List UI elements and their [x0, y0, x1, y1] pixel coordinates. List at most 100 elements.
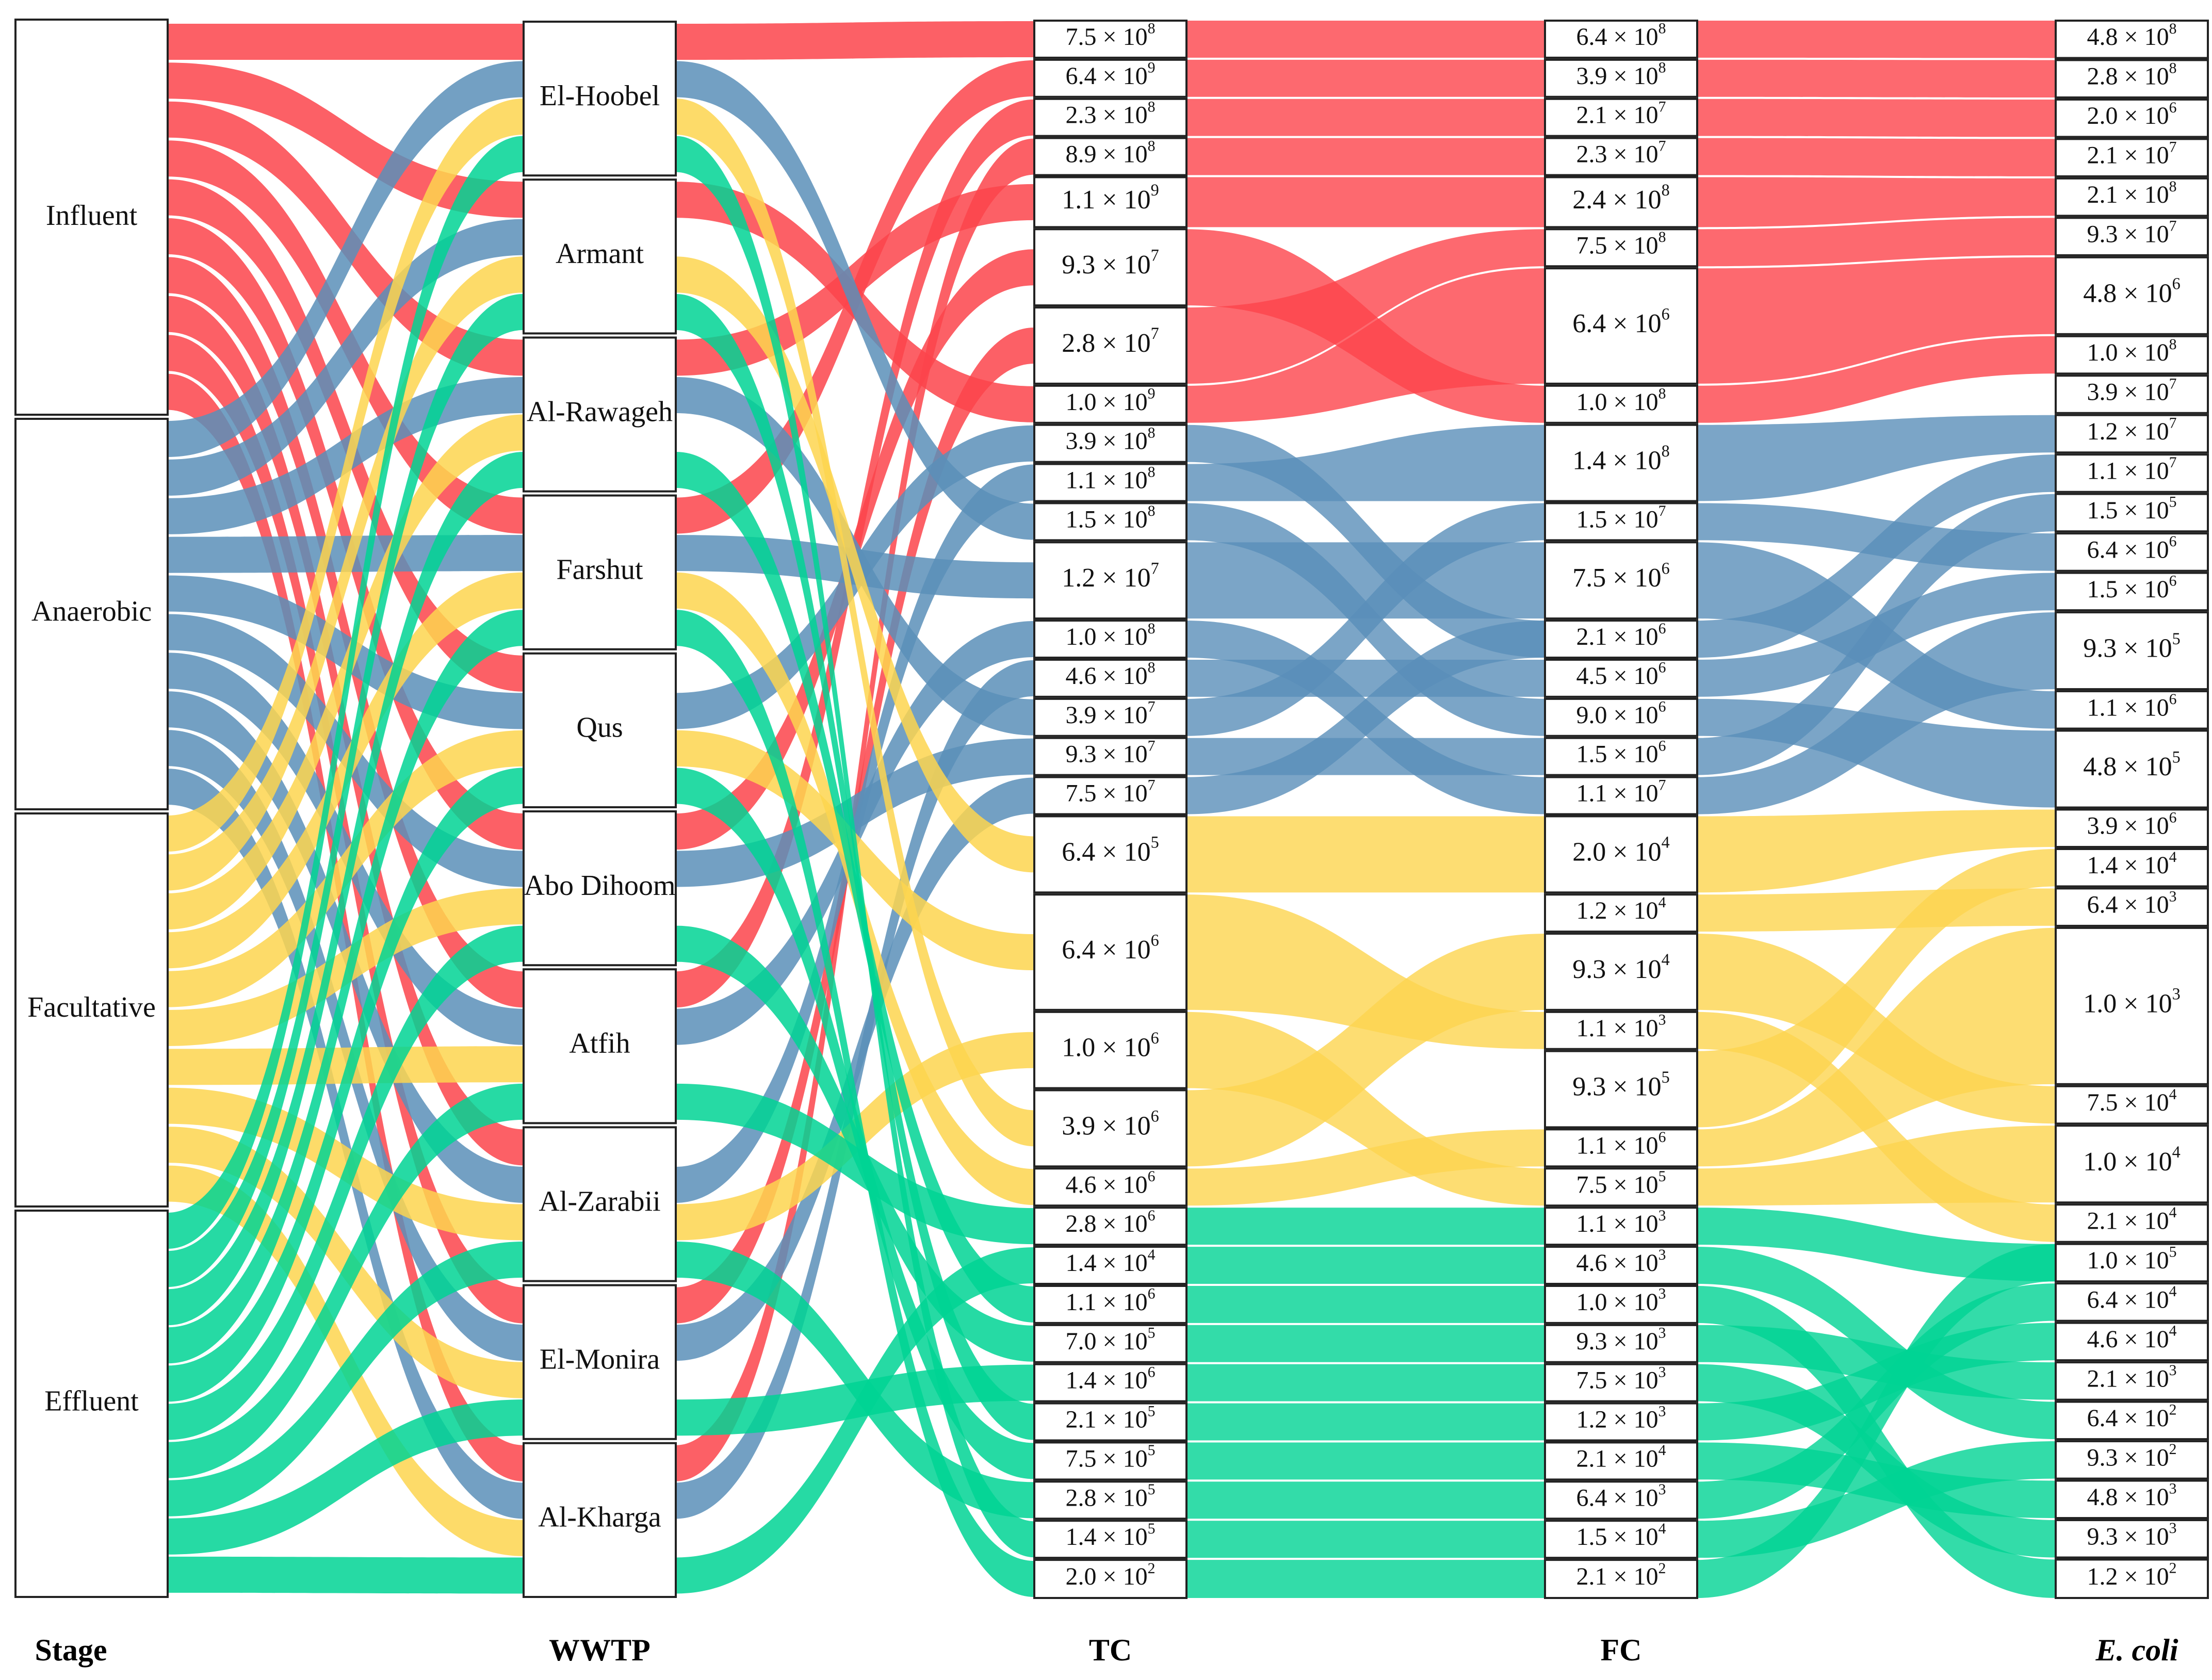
tc-node: [1033, 697, 1188, 737]
tc-value-label: 1.4 × 104: [1066, 1246, 1156, 1277]
ecoli-node: [2055, 177, 2209, 217]
fc-node: [1544, 619, 1698, 659]
ribbon-stage-wwtp: [168, 1399, 524, 1555]
fc-value-label: 6.4 × 106: [1572, 305, 1669, 338]
fc-node: [1544, 1010, 1698, 1050]
wwtp-node: [523, 810, 677, 967]
ribbon-tc-fc: [1186, 738, 1545, 775]
ribbon-fc-ecoli: [1697, 888, 2056, 932]
ecoli-value-label: 1.2 × 107: [2087, 415, 2177, 445]
tc-value-label: 1.0 × 109: [1066, 385, 1156, 415]
tc-node: [1033, 1167, 1188, 1207]
ribbon-stage-wwtp: [168, 614, 524, 887]
fc-value-label: 2.1 × 102: [1576, 1560, 1666, 1590]
ribbon-fc-ecoli: [1697, 59, 2056, 97]
tc-node: [1033, 776, 1188, 815]
tc-node: [1033, 176, 1188, 229]
ecoli-value-label: 9.3 × 105: [2083, 629, 2180, 663]
ecoli-value-label: 1.4 × 104: [2087, 849, 2177, 879]
ribbon-tc-fc: [1186, 99, 1545, 136]
ribbon-fc-ecoli: [1697, 1244, 2056, 1598]
fc-value-label: 6.4 × 103: [1576, 1481, 1666, 1511]
ribbon-tc-fc: [1186, 1442, 1545, 1480]
ribbon-fc-ecoli: [1697, 257, 2056, 384]
tc-node: [1033, 228, 1188, 307]
wwtp-label: Abo Dihoom: [524, 870, 676, 902]
ecoli-value-label: 3.9 × 106: [2087, 809, 2177, 839]
ribbon-tc-fc: [1186, 621, 1545, 814]
wwtp-label: Armant: [556, 238, 644, 270]
ribbon-wwtp-tc: [676, 136, 1034, 1558]
wwtp-node: [523, 494, 677, 650]
ribbon-stage-wwtp: [168, 610, 524, 1364]
tc-node: [1033, 463, 1188, 502]
fc-value-label: 9.0 × 106: [1576, 698, 1666, 728]
ribbon-wwtp-tc: [676, 1247, 1034, 1594]
fc-value-label: 3.9 × 108: [1576, 59, 1666, 89]
ribbon-stage-wwtp: [168, 24, 524, 60]
ribbon-stage-wwtp: [168, 140, 524, 534]
tc-node: [1033, 815, 1188, 894]
fc-value-label: 6.4 × 108: [1576, 20, 1666, 51]
stage-label: Anaerobic: [31, 595, 152, 627]
fc-node: [1544, 1402, 1698, 1442]
fc-value-label: 1.0 × 103: [1576, 1285, 1666, 1316]
tc-node: [1033, 1480, 1188, 1520]
ecoli-node: [2055, 256, 2209, 335]
tc-value-label: 7.0 × 105: [1066, 1324, 1156, 1355]
ribbon-wwtp-tc: [676, 452, 1034, 1323]
ribbon-stage-wwtp: [168, 452, 524, 1326]
tc-node: [1033, 58, 1188, 98]
tc-value-label: 9.3 × 107: [1062, 246, 1159, 280]
ribbon-fc-ecoli: [1697, 177, 2056, 227]
fc-value-label: 7.5 × 106: [1572, 559, 1669, 593]
fc-node: [1544, 176, 1698, 229]
ribbon-stage-wwtp: [168, 572, 524, 969]
tc-node: [1033, 384, 1188, 424]
ribbon-stage-wwtp: [168, 888, 524, 1046]
ecoli-node: [2055, 414, 2209, 454]
fc-node: [1544, 697, 1698, 737]
ecoli-node: [2055, 1519, 2209, 1559]
tc-node: [1033, 137, 1188, 176]
ribbon-stage-wwtp: [168, 769, 524, 1519]
tc-value-label: 2.0 × 102: [1066, 1560, 1156, 1590]
fc-node: [1544, 776, 1698, 815]
ecoli-value-label: 1.0 × 105: [2087, 1244, 2177, 1274]
fc-node: [1544, 815, 1698, 894]
ribbon-stage-wwtp: [168, 691, 524, 1203]
ecoli-node: [2055, 1479, 2209, 1520]
tc-value-label: 1.4 × 105: [1066, 1520, 1156, 1551]
fc-node: [1544, 502, 1698, 542]
ecoli-value-label: 2.1 × 108: [2087, 178, 2177, 208]
ribbon-fc-ecoli: [1697, 1325, 2056, 1400]
column-header-wwtp: WWTP: [549, 1633, 650, 1667]
tc-value-label: 6.4 × 105: [1062, 833, 1159, 867]
tc-value-label: 2.3 × 108: [1066, 98, 1156, 128]
fc-node: [1544, 20, 1698, 59]
tc-value-label: 7.5 × 105: [1066, 1442, 1156, 1472]
tc-node: [1033, 1284, 1188, 1324]
ecoli-value-label: 3.9 × 107: [2087, 375, 2177, 405]
ecoli-node: [2055, 59, 2209, 99]
wwtp-node: [523, 178, 677, 335]
tc-value-label: 7.5 × 107: [1066, 776, 1156, 807]
fc-node: [1544, 1441, 1698, 1481]
ribbon-tc-fc: [1186, 1129, 1545, 1206]
ribbon-tc-fc: [1186, 229, 1545, 384]
fc-node: [1544, 737, 1698, 776]
tc-node: [1033, 1402, 1188, 1442]
wwtp-label: Al-Kharga: [538, 1502, 661, 1534]
tc-value-label: 4.6 × 108: [1066, 659, 1156, 690]
fc-value-label: 2.4 × 108: [1572, 181, 1669, 215]
tc-value-label: 2.8 × 107: [1062, 324, 1159, 358]
ecoli-node: [2055, 887, 2209, 927]
fc-node: [1544, 541, 1698, 620]
fc-value-label: 2.1 × 107: [1576, 98, 1666, 128]
wwtp-node: [523, 1442, 677, 1599]
ecoli-value-label: 7.5 × 104: [2087, 1086, 2177, 1116]
ribbon-wwtp-tc: [676, 777, 1034, 1361]
ecoli-value-label: 4.8 × 103: [2087, 1480, 2177, 1510]
ecoli-node: [2055, 926, 2209, 1085]
ribbon-tc-fc: [1186, 1521, 1545, 1558]
